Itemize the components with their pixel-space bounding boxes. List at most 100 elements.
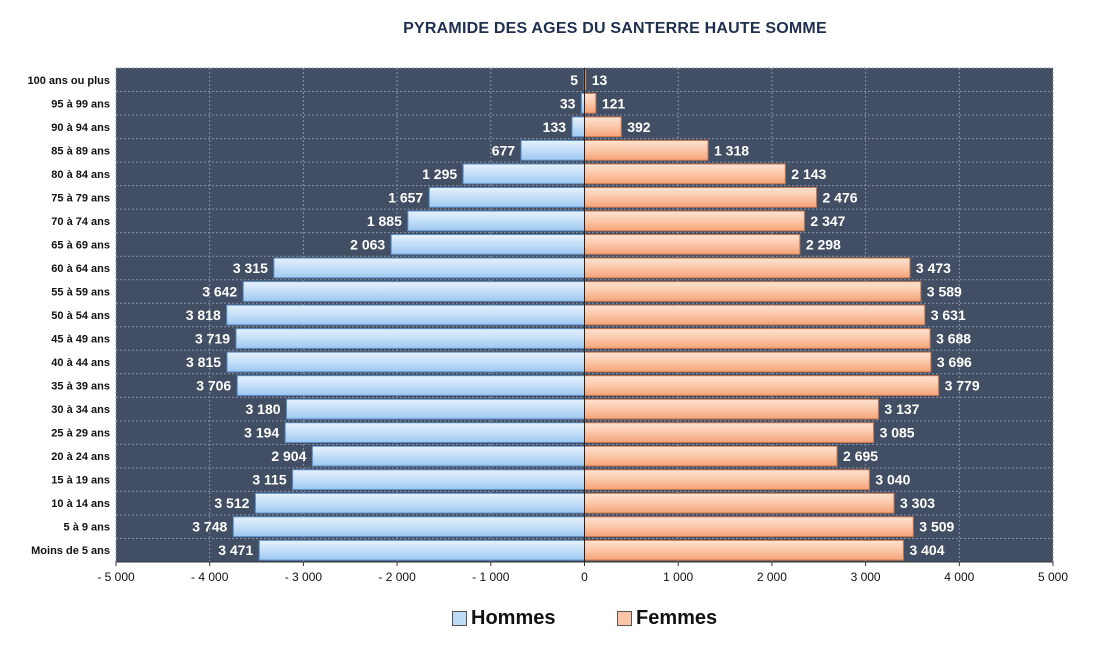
- data-label-hommes: 33: [560, 95, 576, 111]
- bar-hommes: [292, 469, 585, 491]
- data-label-hommes: 133: [543, 119, 567, 135]
- bar-hommes: [407, 210, 585, 232]
- bar-femmes: [584, 92, 597, 114]
- x-tick-label: - 3 000: [285, 570, 323, 584]
- x-tick-label: 2 000: [757, 570, 787, 584]
- data-label-femmes: 2 695: [843, 448, 878, 464]
- data-label-hommes: 1 885: [367, 213, 402, 229]
- bar-hommes: [273, 257, 585, 279]
- bar-femmes: [584, 351, 932, 373]
- data-label-femmes: 3 589: [927, 283, 962, 299]
- bar-hommes: [462, 163, 586, 185]
- legend-label-hommes: Hommes: [471, 607, 556, 629]
- data-label-hommes: 3 315: [233, 260, 268, 276]
- bar-femmes: [584, 139, 709, 161]
- bar-femmes: [584, 304, 926, 326]
- category-label: 55 à 59 ans: [51, 286, 110, 298]
- bar-femmes: [584, 234, 801, 255]
- data-label-hommes: 3 706: [196, 378, 231, 394]
- data-label-hommes: 1 657: [388, 189, 423, 205]
- bar-hommes: [242, 281, 585, 302]
- bar-femmes: [584, 163, 786, 185]
- data-label-hommes: 3 748: [192, 519, 227, 535]
- bar-hommes: [311, 445, 585, 467]
- category-label: 5 à 9 ans: [64, 522, 110, 534]
- data-label-hommes: 5: [570, 72, 578, 88]
- x-tick-label: 4 000: [944, 570, 974, 584]
- data-label-femmes: 3 040: [875, 472, 910, 488]
- bar-femmes: [584, 257, 911, 279]
- category-label: 95 à 99 ans: [51, 98, 110, 110]
- bar-hommes: [390, 234, 585, 255]
- data-label-femmes: 3 473: [916, 260, 951, 276]
- category-label: 85 à 89 ans: [51, 145, 110, 157]
- bar-femmes: [584, 210, 805, 232]
- data-label-femmes: 3 404: [909, 542, 944, 558]
- bar-femmes: [584, 398, 879, 420]
- legend-swatch-hommes: [452, 611, 467, 626]
- data-label-femmes: 2 298: [806, 236, 841, 252]
- data-label-hommes: 3 818: [186, 307, 221, 323]
- data-label-femmes: 3 688: [936, 331, 971, 347]
- data-label-femmes: 3 779: [945, 378, 980, 394]
- data-label-hommes: 2 063: [350, 236, 385, 252]
- bar-hommes: [428, 187, 585, 208]
- bar-hommes: [226, 351, 586, 373]
- data-label-hommes: 1 295: [422, 166, 457, 182]
- data-label-hommes: 3 194: [244, 425, 279, 441]
- data-label-femmes: 2 347: [810, 213, 845, 229]
- data-label-femmes: 1 318: [714, 142, 749, 158]
- category-label: 100 ans ou plus: [27, 75, 110, 87]
- data-label-femmes: 3 303: [900, 495, 935, 511]
- data-label-hommes: 3 512: [214, 495, 249, 511]
- data-label-femmes: 392: [627, 119, 651, 135]
- category-label: 80 à 84 ans: [51, 169, 110, 181]
- data-label-femmes: 121: [602, 95, 626, 111]
- legend: Hommes Femmes: [0, 607, 1093, 633]
- category-label: 30 à 34 ans: [51, 404, 110, 416]
- bar-femmes: [584, 469, 870, 491]
- data-label-hommes: 3 815: [186, 354, 221, 370]
- legend-item-hommes: Hommes: [452, 607, 555, 630]
- data-label-femmes: 2 476: [823, 189, 858, 205]
- bar-femmes: [584, 539, 904, 561]
- legend-swatch-femmes: [617, 611, 632, 626]
- legend-label-femmes: Femmes: [636, 607, 718, 629]
- x-tick-label: - 2 000: [378, 570, 416, 584]
- bar-femmes: [584, 375, 940, 396]
- bar-hommes: [235, 328, 585, 349]
- bar-hommes: [520, 139, 586, 161]
- bar-hommes: [232, 516, 585, 538]
- population-pyramid-chart: 100 ans ou plus 5 13 95 à 99 ans 33 121 90 à 9…: [27, 67, 1068, 584]
- x-tick-label: 5 000: [1038, 570, 1068, 584]
- x-tick-label: - 5 000: [97, 570, 135, 584]
- data-label-hommes: 2 904: [271, 448, 306, 464]
- data-label-hommes: 3 180: [245, 401, 280, 417]
- bar-hommes: [236, 375, 585, 396]
- data-label-femmes: 3 085: [880, 425, 915, 441]
- x-tick-label: 3 000: [851, 570, 881, 584]
- bar-femmes: [584, 187, 818, 208]
- bar-femmes: [584, 116, 622, 138]
- category-label: 35 à 39 ans: [51, 381, 110, 393]
- data-label-femmes: 3 696: [937, 354, 972, 370]
- data-label-femmes: 3 509: [919, 519, 954, 535]
- category-label: 50 à 54 ans: [51, 310, 110, 322]
- category-label: 15 à 19 ans: [51, 475, 110, 487]
- category-label: 20 à 24 ans: [51, 451, 110, 463]
- chart-title: PYRAMIDE DES AGES DU SANTERRE HAUTE SOMM…: [403, 20, 827, 37]
- category-label: 10 à 14 ans: [51, 498, 110, 510]
- data-label-hommes: 3 471: [218, 542, 253, 558]
- data-label-femmes: 3 137: [884, 401, 919, 417]
- bar-femmes: [584, 422, 875, 443]
- bar-femmes: [584, 516, 914, 538]
- x-tick-label: 1 000: [663, 570, 693, 584]
- category-label: 65 à 69 ans: [51, 239, 110, 251]
- data-label-femmes: 13: [592, 72, 608, 88]
- data-label-femmes: 2 143: [791, 166, 826, 182]
- category-label: 70 à 74 ans: [51, 216, 110, 228]
- data-label-hommes: 677: [492, 142, 516, 158]
- bar-femmes: [584, 281, 922, 302]
- bar-hommes: [226, 304, 586, 326]
- bar-hommes: [286, 398, 585, 420]
